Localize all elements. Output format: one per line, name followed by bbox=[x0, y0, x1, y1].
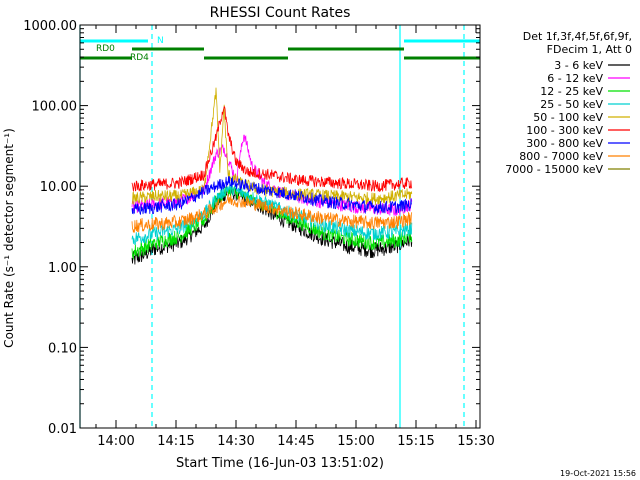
legend-label: 800 - 7000 keV bbox=[519, 150, 603, 163]
x-axis-label: Start Time (16-Jun-03 13:51:02) bbox=[176, 456, 384, 471]
series-line-5 bbox=[131, 106, 413, 192]
x-tick-label: 14:00 bbox=[97, 434, 134, 449]
legend-header-line: Det 1f,3f,4f,5f,6f,9f, bbox=[523, 30, 632, 43]
legend-label: 6 - 12 keV bbox=[547, 72, 603, 85]
legend-label: 50 - 100 keV bbox=[533, 111, 603, 124]
legend-label: 12 - 25 keV bbox=[540, 85, 603, 98]
x-tick-label: 15:30 bbox=[457, 434, 494, 449]
chart-title: RHESSI Count Rates bbox=[210, 5, 351, 21]
legend-label: 100 - 300 keV bbox=[526, 124, 603, 137]
y-tick-label: 1.00 bbox=[48, 261, 77, 276]
y-axis-label: Count Rate (s⁻¹ detector segment⁻¹) bbox=[2, 128, 16, 348]
series-line-6 bbox=[131, 176, 412, 215]
y-tick-label: 1000.00 bbox=[23, 19, 77, 34]
y-tick-label: 0.01 bbox=[48, 422, 77, 437]
axis-frame bbox=[79, 24, 481, 429]
legend-label: 7000 - 15000 keV bbox=[505, 163, 603, 176]
state-bar-label-rd0: RD0 bbox=[96, 44, 115, 54]
state-bar-label-n: N bbox=[157, 36, 164, 46]
plot-area: N RD0 RD4 bbox=[79, 25, 480, 428]
y-tick-label: 100.00 bbox=[32, 100, 78, 115]
legend-header-line: FDecim 1, Att 0 bbox=[547, 43, 632, 56]
x-tick-label: 14:30 bbox=[217, 434, 254, 449]
series-line-4 bbox=[131, 87, 413, 206]
legend: Det 1f,3f,4f,5f,6f,9f,FDecim 1, Att 0 3 -… bbox=[505, 30, 632, 176]
x-tick-label: 14:45 bbox=[277, 434, 314, 449]
legend-label: 300 - 800 keV bbox=[526, 137, 603, 150]
y-tick-label: 0.10 bbox=[48, 341, 77, 356]
x-tick-label: 14:15 bbox=[157, 434, 194, 449]
x-tick-label: 15:15 bbox=[397, 434, 434, 449]
legend-label: 25 - 50 keV bbox=[540, 98, 603, 111]
x-tick-label: 15:00 bbox=[337, 434, 374, 449]
legend-label: 3 - 6 keV bbox=[554, 59, 603, 72]
y-tick-label: 10.00 bbox=[40, 180, 77, 195]
date-stamp: 19-Oct-2021 15:56 bbox=[560, 469, 636, 478]
axes: 14:00 14:15 14:30 14:45 15:00 15:15 15:30 0.01 0… bbox=[23, 19, 495, 449]
state-bar-label-rd4: RD4 bbox=[130, 53, 149, 63]
series-line-7 bbox=[131, 193, 413, 233]
